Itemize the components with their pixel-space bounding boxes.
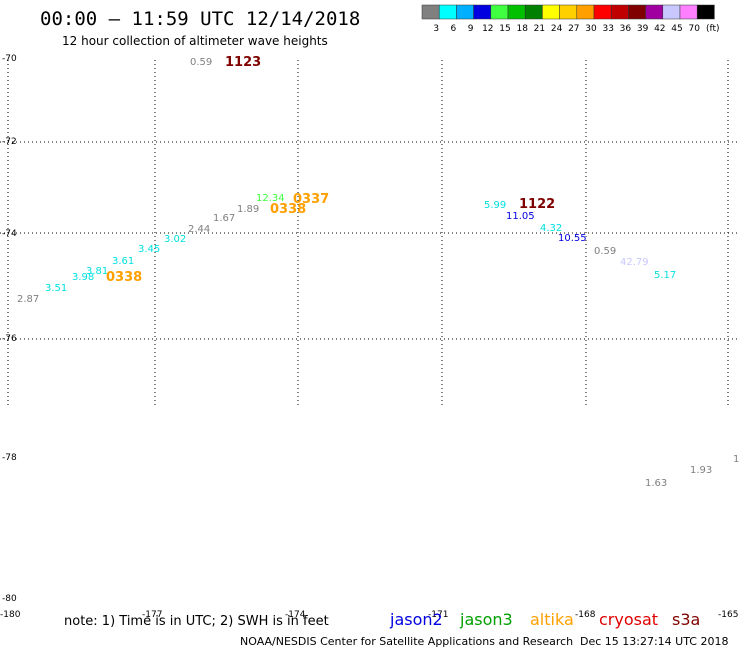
graticule	[0, 60, 740, 408]
legend-swatch	[507, 4, 526, 20]
obs-value: 0.59	[190, 57, 212, 68]
legend-swatch	[645, 4, 664, 20]
legend-swatch	[559, 4, 578, 20]
obs-value: 11.05	[506, 211, 535, 222]
satellite-jason2: jason2	[389, 610, 443, 629]
legend-label: 27	[568, 24, 579, 34]
lat-label: -80	[2, 594, 17, 604]
lon-label: -174	[285, 610, 306, 620]
legend-swatch	[438, 4, 457, 20]
legend-label: 30	[585, 24, 597, 34]
legend-label: 36	[620, 24, 632, 34]
pass-time-label: 0337	[293, 192, 329, 207]
lat-label: -78	[2, 453, 17, 463]
legend-label: 9	[468, 24, 474, 34]
obs-value: 12.34	[256, 193, 285, 204]
obs-value: 10.55	[558, 233, 587, 244]
legend-label: 39	[637, 24, 649, 34]
lon-label: -171	[428, 610, 448, 620]
map-title: 00:00 – 11:59 UTC 12/14/2018	[40, 8, 360, 30]
legend-swatch	[610, 4, 629, 20]
credit-line: NOAA/NESDIS Center for Satellite Applica…	[240, 635, 573, 648]
pass-time-label: 1122	[519, 197, 555, 212]
legend-swatch	[576, 4, 595, 20]
obs-value: 1.63	[645, 478, 667, 489]
pass-time-label: 0338	[270, 202, 306, 217]
satellite-altika: altika	[530, 610, 574, 629]
obs-value: 3.61	[112, 256, 134, 267]
pass-time-label: 0338	[106, 270, 142, 285]
legend-swatch	[490, 4, 509, 20]
legend-swatch	[679, 4, 698, 20]
generated-timestamp: Dec 15 13:27:14 UTC 2018	[580, 635, 728, 648]
obs-value: 2.87	[17, 294, 39, 305]
legend-label: 3	[433, 24, 439, 34]
legend-swatch	[628, 4, 646, 20]
satellite-s3a: s3a	[672, 610, 700, 629]
legend-swatch	[542, 4, 560, 20]
obs-value: 1.89	[237, 204, 259, 215]
lat-label: -70	[2, 54, 17, 64]
obs-value: 0.59	[594, 246, 616, 257]
obs-value: 4.32	[540, 223, 562, 234]
obs-value: 3.98	[72, 272, 94, 283]
obs-value: 3.51	[45, 283, 67, 294]
obs-value: 42.79	[620, 257, 649, 268]
legend-label: 6	[451, 24, 457, 34]
lon-label: -168	[575, 610, 596, 620]
obs-value: 2.44	[188, 224, 210, 235]
obs-value: 1.67	[213, 213, 235, 224]
color-legend: 3 6 9 12 15 18 21 24 27 30 33 36 39 42 45 70	[421, 4, 715, 34]
legend-label: 33	[602, 24, 613, 34]
obs-value: 3.02	[164, 234, 186, 245]
lat-label: -74	[2, 229, 17, 239]
obs-value: 3.45	[138, 244, 160, 255]
legend-swatch	[662, 4, 681, 20]
observations: 0.59 2.87 3.51 3.98 3.81 3.61 3.45 3.02 …	[17, 57, 739, 489]
legend-label: 70	[688, 24, 700, 34]
legend-swatch	[473, 4, 492, 20]
pass-times: 1123 0337 0338 0338 1122	[106, 55, 555, 285]
obs-value: 1	[733, 454, 739, 465]
legend-label: 42	[654, 24, 665, 34]
legend-swatch	[456, 4, 474, 20]
legend-label: 15	[499, 24, 510, 34]
footer-note: note: 1) Time is in UTC; 2) SWH is in fe…	[64, 614, 329, 629]
legend-label: 21	[534, 24, 545, 34]
obs-value: 5.99	[484, 200, 506, 211]
lat-label: -72	[2, 137, 17, 147]
legend-label: 18	[516, 24, 528, 34]
legend-swatch	[421, 4, 440, 20]
legend-label: 24	[551, 24, 563, 34]
lon-label: -177	[142, 610, 162, 620]
lon-label: -180	[0, 610, 21, 620]
legend-label: 45	[671, 24, 682, 34]
pass-time-label: 1123	[225, 55, 261, 70]
lat-label: -76	[2, 334, 17, 344]
obs-value: 5.17	[654, 270, 676, 281]
legend-unit: (ft)	[706, 24, 720, 34]
legend-swatch	[524, 4, 543, 20]
obs-value: 1.93	[690, 465, 712, 476]
legend-swatch	[593, 4, 612, 20]
lon-label: -165	[718, 610, 738, 620]
legend-label: 12	[482, 24, 493, 34]
legend-swatch	[696, 4, 715, 20]
satellite-jason3: jason3	[459, 610, 513, 629]
satellite-key: jason2 jason3 altika cryosat s3a	[389, 610, 700, 629]
map-subtitle: 12 hour collection of altimeter wave hei…	[62, 34, 328, 48]
obs-value: 3.81	[86, 266, 108, 277]
satellite-cryosat: cryosat	[599, 610, 658, 629]
